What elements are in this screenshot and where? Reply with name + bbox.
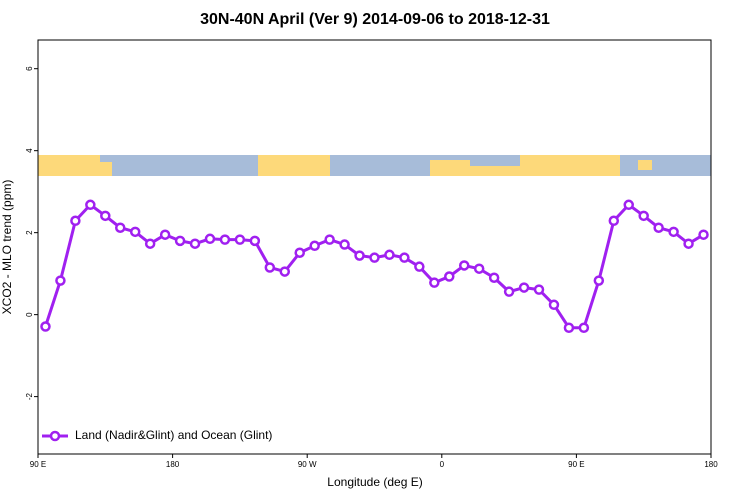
point (369, 252, 380, 263)
series-line (44, 202, 705, 330)
x-tick-label: 90 E (568, 460, 584, 469)
point (339, 239, 350, 250)
point (623, 199, 634, 211)
point (70, 215, 81, 227)
y-tick-label: 0 (25, 312, 34, 317)
point (429, 277, 440, 288)
point (488, 272, 500, 283)
plot-frame (37, 39, 712, 455)
point (608, 215, 620, 227)
point (100, 210, 111, 222)
legend-label: Land (Nadir&Glint) and Ocean (Glint) (75, 428, 272, 442)
point (264, 262, 276, 273)
point (399, 252, 410, 263)
point (653, 222, 664, 233)
x-tick-label: 180 (704, 460, 718, 469)
point (683, 238, 694, 249)
point (668, 226, 679, 238)
y-tick-label: 6 (25, 66, 34, 71)
point (294, 247, 305, 258)
point (444, 271, 455, 282)
point (548, 299, 560, 311)
land (100, 162, 112, 176)
land (638, 160, 652, 170)
map-strip (38, 155, 711, 176)
point (129, 226, 141, 238)
y-axis-label: XCO2 - MLO trend (ppm) (0, 180, 14, 315)
point (473, 263, 485, 274)
point (55, 275, 66, 286)
x-axis-label: Longitude (deg E) (327, 475, 422, 489)
point (503, 286, 515, 297)
point (144, 238, 156, 249)
point (234, 234, 246, 245)
point (384, 249, 395, 261)
point (115, 222, 126, 233)
point (698, 229, 709, 240)
point (458, 260, 470, 271)
point (578, 322, 590, 334)
point (279, 266, 291, 277)
point (249, 235, 261, 247)
point (518, 282, 530, 293)
land (38, 155, 100, 176)
point (354, 250, 365, 261)
land (258, 155, 330, 176)
point (638, 210, 649, 222)
y-tick-label: 4 (25, 148, 34, 153)
x-tick-label: 90 W (298, 460, 317, 469)
x-tick-label: 90 E (30, 460, 46, 469)
point (414, 261, 425, 272)
point (189, 238, 201, 249)
point (563, 322, 575, 334)
point (219, 234, 231, 245)
point (204, 233, 216, 245)
x-tick-label: 0 (440, 460, 445, 469)
point (593, 275, 605, 286)
legend-marker (49, 430, 61, 442)
point (309, 240, 320, 252)
point (40, 321, 51, 332)
point (159, 229, 171, 240)
x-tick-label: 180 (166, 460, 180, 469)
y-tick-label: 2 (25, 230, 34, 235)
point (533, 284, 545, 295)
land (470, 166, 520, 176)
chart-title: 30N-40N April (Ver 9) 2014-09-06 to 2018… (200, 11, 550, 28)
point (324, 234, 335, 245)
land (430, 160, 470, 176)
point (174, 235, 186, 247)
y-tick-label: -2 (25, 393, 34, 401)
land (520, 155, 620, 176)
point (85, 199, 96, 211)
